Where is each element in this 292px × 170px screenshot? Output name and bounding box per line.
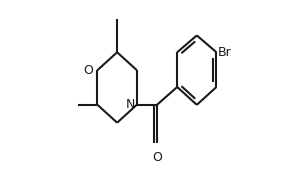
Text: Br: Br	[218, 46, 231, 59]
Text: O: O	[84, 64, 93, 77]
Text: O: O	[152, 151, 162, 164]
Text: N: N	[126, 98, 135, 111]
